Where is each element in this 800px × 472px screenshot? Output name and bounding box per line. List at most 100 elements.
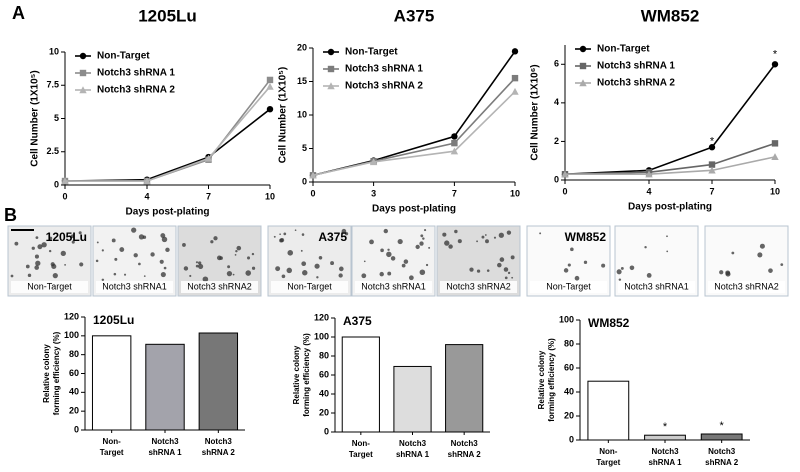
chart-title: WM852 xyxy=(588,316,630,330)
marker xyxy=(708,161,716,168)
colony xyxy=(424,229,427,232)
colony xyxy=(232,273,235,276)
marker xyxy=(771,61,779,68)
colony xyxy=(390,256,396,261)
colony xyxy=(493,236,497,239)
colony xyxy=(731,251,735,255)
marker xyxy=(61,177,69,185)
legend-label: Non-Target xyxy=(97,51,150,62)
legend-label: Notch3 shRNA 1 xyxy=(97,68,175,79)
colony xyxy=(481,235,485,239)
marker xyxy=(204,154,213,162)
x-tick-label: 10 xyxy=(265,191,275,201)
chart-title: A375 xyxy=(394,6,435,25)
colony xyxy=(182,243,186,247)
marker xyxy=(708,166,716,174)
legend-label: Notch3 shRNA 1 xyxy=(345,64,423,75)
colony xyxy=(165,247,170,253)
colony xyxy=(646,273,652,278)
tile-caption: Non-Target xyxy=(27,281,72,291)
colony xyxy=(428,246,431,249)
colony xyxy=(31,246,35,250)
colony xyxy=(539,232,542,235)
caption-bg xyxy=(708,281,785,293)
y-tick-label: 10 xyxy=(297,109,307,119)
marker xyxy=(451,139,458,147)
y-tick-label: 5 xyxy=(302,143,307,153)
colony xyxy=(227,265,231,269)
bar xyxy=(587,380,630,441)
marker xyxy=(645,170,653,178)
y-tick-label: 0 xyxy=(554,174,559,184)
caption-bg xyxy=(96,281,173,293)
y-tick-label: 6 xyxy=(554,59,559,69)
colony xyxy=(279,233,281,236)
colony xyxy=(780,263,784,266)
colony xyxy=(499,257,505,262)
colony xyxy=(101,278,105,282)
y-tick-label: 0 xyxy=(302,176,307,186)
y-tick-label: 40 xyxy=(564,386,574,396)
colony xyxy=(37,244,43,250)
x-tick-label: Notch3 shRNA 2 xyxy=(705,447,739,467)
marker xyxy=(79,52,87,60)
colony xyxy=(583,260,588,264)
colony xyxy=(759,243,765,249)
y-axis-label: forming efficiency (%) xyxy=(547,338,556,422)
colony xyxy=(14,241,19,246)
panel-label: B xyxy=(4,205,17,225)
marker xyxy=(266,82,274,90)
colony xyxy=(485,239,489,244)
series-line xyxy=(312,90,516,177)
y-tick-label: 100 xyxy=(314,331,329,341)
series-line xyxy=(565,156,776,176)
y-tick-label: 2.5 xyxy=(46,146,59,156)
colony xyxy=(138,234,145,240)
colony xyxy=(119,247,125,252)
tile-caption: Notch3 shRNA2 xyxy=(187,281,252,291)
colony xyxy=(198,263,204,269)
colony xyxy=(245,270,252,276)
marker xyxy=(369,158,378,166)
colony xyxy=(403,259,409,264)
colony xyxy=(202,276,209,283)
y-axis-label: Relative colony xyxy=(537,350,546,409)
colony xyxy=(183,266,189,271)
colony xyxy=(71,240,75,244)
legend-label: Non-Target xyxy=(597,44,650,55)
y-tick-label: 20 xyxy=(69,406,79,416)
colony xyxy=(330,261,335,266)
colony xyxy=(279,238,284,243)
x-tick-label: 3 xyxy=(371,188,376,198)
caption-bg xyxy=(11,281,88,293)
colony xyxy=(189,274,192,278)
colony xyxy=(131,227,137,233)
series-line xyxy=(564,63,776,176)
colony xyxy=(590,237,593,240)
marker xyxy=(561,170,569,178)
x-tick-label: 4 xyxy=(646,186,651,196)
legend-label: Notch3 shRNA 2 xyxy=(345,81,423,92)
y-tick-label: 60 xyxy=(319,369,329,379)
colony xyxy=(484,234,487,236)
colony xyxy=(286,267,293,274)
tile-caption: Notch3 shRNA1 xyxy=(361,281,426,291)
y-tick-label: 40 xyxy=(69,387,79,397)
y-tick-label: 0 xyxy=(54,179,59,189)
colony xyxy=(408,275,414,281)
series-line xyxy=(564,142,776,176)
legend-label: Notch3 shRNA 1 xyxy=(597,61,675,72)
colony xyxy=(275,266,281,272)
y-axis-label: Relative colony xyxy=(292,345,301,404)
colony xyxy=(504,276,508,280)
y-tick-label: 15 xyxy=(297,76,307,86)
x-axis-label: Days post-plating xyxy=(628,202,712,213)
colony xyxy=(25,264,30,269)
colony xyxy=(281,274,286,279)
colony xyxy=(448,244,453,249)
colony xyxy=(159,259,164,264)
colony xyxy=(401,263,406,268)
colony xyxy=(503,267,509,272)
colony xyxy=(138,262,141,266)
